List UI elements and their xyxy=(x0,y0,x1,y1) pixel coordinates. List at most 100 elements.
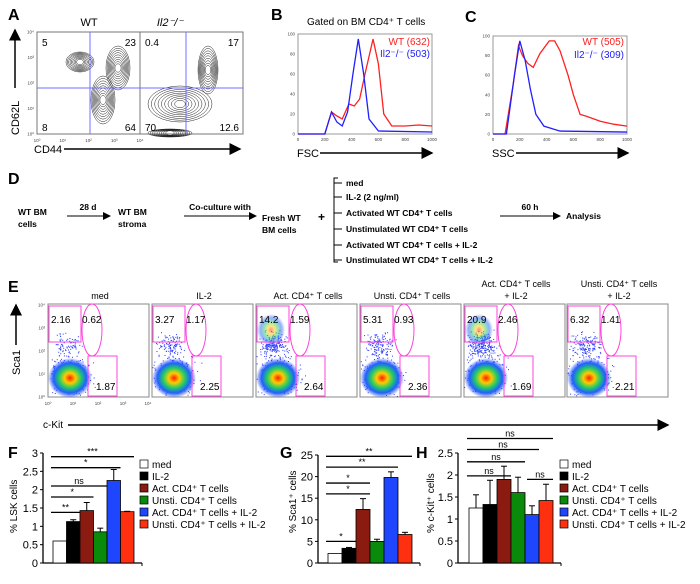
event-dot xyxy=(491,345,493,347)
event-dot xyxy=(489,346,491,348)
event-dot xyxy=(264,356,266,358)
y-tick: 0 xyxy=(487,132,490,137)
event-dot xyxy=(75,340,77,342)
event-dot xyxy=(273,348,275,350)
event-dot xyxy=(572,355,574,357)
event-dot xyxy=(490,348,492,350)
event-dot xyxy=(173,346,175,348)
event-dot xyxy=(573,342,575,344)
y-tick-label: 0 xyxy=(447,558,453,570)
event-dot xyxy=(164,354,166,356)
y-tick: 0 xyxy=(292,132,295,137)
event-dot xyxy=(480,352,482,354)
event-dot xyxy=(481,347,483,349)
event-dot xyxy=(284,350,286,352)
event-dot xyxy=(369,340,371,342)
contour-line xyxy=(202,57,214,83)
event-dot xyxy=(286,351,288,353)
contour-line xyxy=(98,92,108,108)
event-dot xyxy=(490,348,492,350)
y-tick: 10¹ xyxy=(27,106,34,111)
event-dot xyxy=(265,344,267,346)
event-dot xyxy=(66,339,68,341)
legend-entry: Unsti. CD4⁺ T cells xyxy=(152,496,237,507)
event-dot xyxy=(387,342,389,344)
event-dot xyxy=(502,364,504,366)
event-dot xyxy=(67,349,69,351)
event-dot xyxy=(188,392,190,394)
contour-line xyxy=(76,58,84,66)
event-dot xyxy=(593,331,595,333)
event-dot xyxy=(476,349,478,351)
event-dot xyxy=(577,342,579,344)
event-dot xyxy=(582,355,584,357)
event-dot xyxy=(480,355,482,357)
event-dot xyxy=(493,350,495,352)
event-dot xyxy=(484,347,486,349)
event-dot xyxy=(94,386,96,388)
event-dot xyxy=(77,352,79,354)
event-dot xyxy=(378,340,380,342)
event-dot xyxy=(492,346,494,348)
plot-title-line2: + IL-2 xyxy=(504,291,527,301)
event-dot xyxy=(199,380,201,382)
event-dot xyxy=(387,348,389,350)
event-dot xyxy=(58,351,60,353)
event-dot xyxy=(389,351,391,353)
y-tick-label: 10 xyxy=(301,515,313,527)
event-dot xyxy=(280,343,282,345)
panel-d-schematic: WT BM cells 28 d WT BM stroma Co-culture… xyxy=(18,177,601,265)
event-dot xyxy=(582,343,584,345)
event-dot xyxy=(74,342,76,344)
event-dot xyxy=(477,352,479,354)
event-dot xyxy=(60,347,62,349)
event-dot xyxy=(282,357,284,359)
significance-label: * xyxy=(339,531,343,541)
event-dot xyxy=(171,351,173,353)
event-dot xyxy=(584,344,586,346)
event-dot xyxy=(370,336,372,338)
event-dot xyxy=(487,348,489,350)
analysis: Analysis xyxy=(566,211,601,221)
gate-sca1 xyxy=(256,305,290,343)
significance-label: ** xyxy=(62,502,70,512)
event-dot xyxy=(273,347,275,349)
event-dot xyxy=(265,348,267,350)
event-dot xyxy=(62,350,64,352)
event-dot xyxy=(164,348,166,350)
event-dot xyxy=(493,329,495,331)
event-dot xyxy=(498,358,500,360)
quadrant-value: 12.6 xyxy=(220,123,240,134)
event-dot xyxy=(176,343,178,345)
contour-line xyxy=(147,85,213,123)
legend-wt-c: WT (505) xyxy=(583,37,625,48)
event-dot xyxy=(497,355,499,357)
event-dot xyxy=(575,343,577,345)
event-dot xyxy=(598,357,600,359)
event-dot xyxy=(164,340,166,342)
event-dot xyxy=(261,342,263,344)
event-dot xyxy=(370,344,372,346)
event-dot xyxy=(76,355,78,357)
bar-0 xyxy=(52,540,67,564)
significance-label: * xyxy=(346,473,350,483)
event-dot xyxy=(589,342,591,344)
contour-line xyxy=(90,75,116,125)
event-dot xyxy=(584,351,586,353)
bracket xyxy=(333,177,338,263)
event-dot xyxy=(270,346,272,348)
event-dot xyxy=(274,350,276,352)
event-dot xyxy=(376,355,378,357)
x-tick: 1000 xyxy=(427,137,438,142)
event-dot xyxy=(298,369,300,371)
event-dot xyxy=(499,354,501,356)
panel-label-c: C xyxy=(465,9,477,26)
event-dot xyxy=(271,347,273,349)
density-cloud xyxy=(256,358,300,398)
x-tick: 600 xyxy=(375,137,383,142)
event-dot xyxy=(270,346,272,348)
event-dot xyxy=(270,348,272,350)
event-dot xyxy=(170,350,172,352)
event-dot xyxy=(593,337,595,339)
event-dot xyxy=(78,351,80,353)
